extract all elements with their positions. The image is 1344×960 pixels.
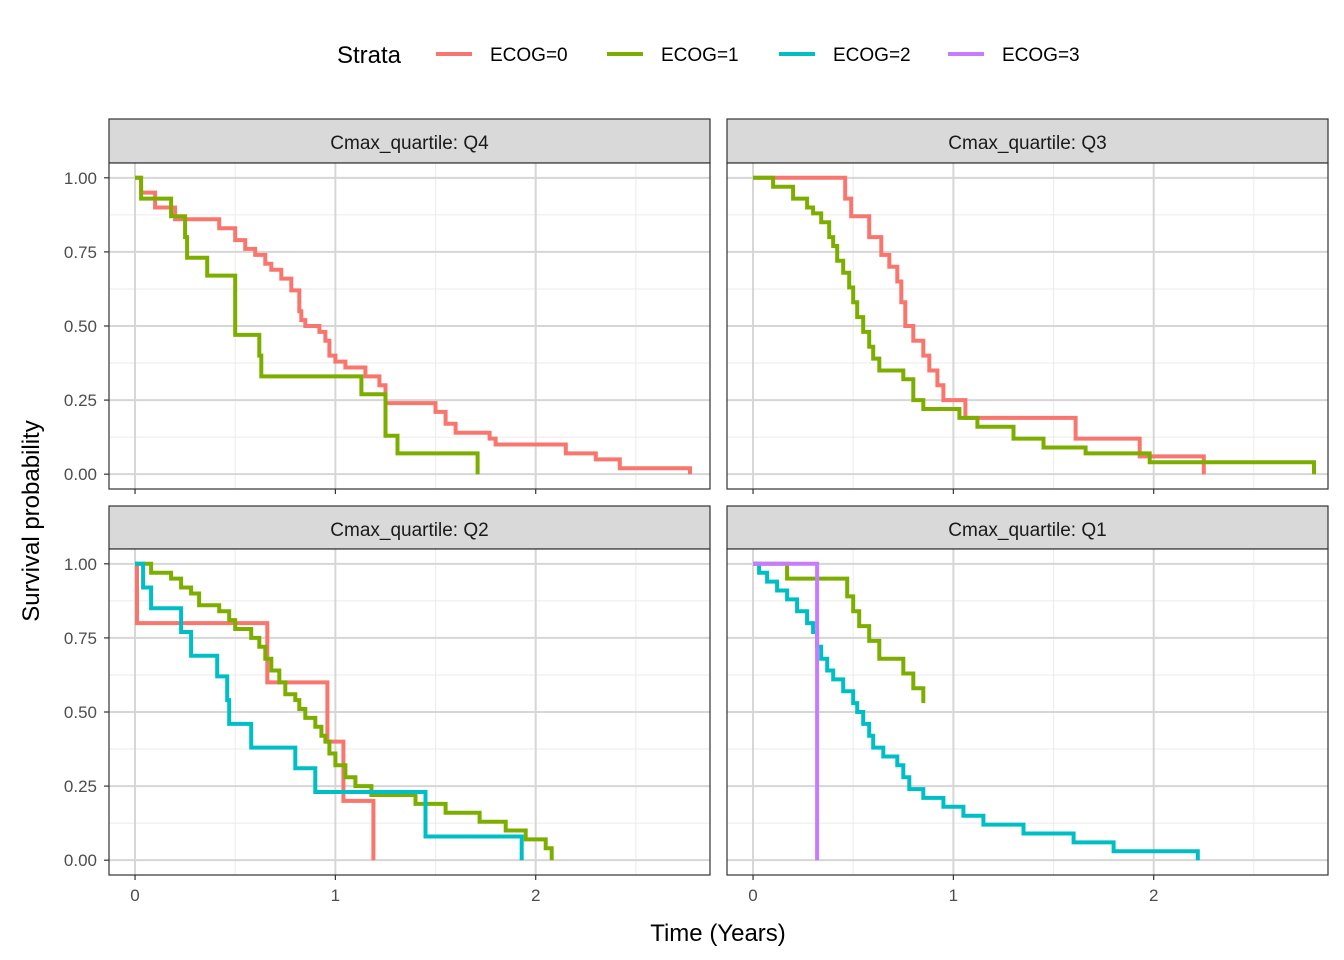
x-tick-label: 2 bbox=[531, 886, 540, 905]
y-tick-label: 0.25 bbox=[64, 391, 97, 410]
y-tick-label: 0.00 bbox=[64, 851, 97, 870]
facet-label: Cmax_quartile: Q3 bbox=[948, 133, 1106, 154]
x-tick-label: 0 bbox=[130, 886, 139, 905]
legend-label-ecog-3: ECOG=3 bbox=[1002, 45, 1080, 66]
legend-item-ecog-1: ECOG=1 bbox=[607, 45, 739, 66]
facet-strip bbox=[726, 118, 1329, 164]
y-tick-label: 0.00 bbox=[64, 465, 97, 484]
facet-strip bbox=[726, 505, 1329, 550]
gridlines bbox=[109, 163, 710, 489]
series-line-ecog-1 bbox=[135, 175, 480, 475]
legend-item-ecog-3: ECOG=3 bbox=[948, 45, 1080, 66]
facet-strip bbox=[108, 118, 711, 164]
series-group bbox=[753, 175, 1316, 475]
legend-label-ecog-2: ECOG=2 bbox=[833, 45, 911, 66]
panel-cmax-quartile-q2: Cmax_quartile: Q2 0.00 0.25 0.50 0.75 1.00 0 1 2 bbox=[64, 505, 711, 905]
series-line-ecog-0 bbox=[135, 175, 692, 475]
series-line-ecog-1 bbox=[753, 561, 926, 704]
facet-strip bbox=[108, 505, 711, 550]
legend-item-ecog-2: ECOG=2 bbox=[779, 45, 911, 66]
y-tick-label: 0.75 bbox=[64, 243, 97, 262]
legend-label-ecog-1: ECOG=1 bbox=[661, 45, 739, 66]
gridlines bbox=[109, 549, 710, 875]
x-tick-label: 2 bbox=[1149, 886, 1158, 905]
gridlines bbox=[727, 549, 1328, 875]
series-group bbox=[135, 561, 554, 861]
legend-item-ecog-0: ECOG=0 bbox=[436, 45, 568, 66]
y-tick-label: 1.00 bbox=[64, 555, 97, 574]
x-tick-label: 1 bbox=[949, 886, 958, 905]
series-group bbox=[135, 175, 692, 475]
y-tick-label: 1.00 bbox=[64, 169, 97, 188]
y-tick-label: 0.50 bbox=[64, 317, 97, 336]
y-tick-label: 0.25 bbox=[64, 777, 97, 796]
facet-label: Cmax_quartile: Q4 bbox=[330, 133, 489, 154]
x-axis-label: Time (Years) bbox=[650, 920, 786, 947]
series-line-ecog-2 bbox=[135, 561, 524, 861]
series-line-ecog-2 bbox=[753, 561, 1200, 861]
series-line-ecog-3 bbox=[753, 561, 820, 861]
panels: Cmax_quartile: Q40.000.250.500.751.00Cma… bbox=[64, 118, 1329, 905]
series-line-ecog-0 bbox=[135, 561, 376, 861]
x-tick-label: 1 bbox=[331, 886, 340, 905]
series-line-ecog-0 bbox=[753, 175, 1206, 475]
x-tick-label: 0 bbox=[748, 886, 757, 905]
legend: ECOG=0 ECOG=1 ECOG=2 ECOG=3 bbox=[436, 45, 1080, 66]
panel-border bbox=[726, 548, 1329, 876]
panel-cmax-quartile-q1: Cmax_quartile: Q1 0 1 2 bbox=[726, 505, 1329, 905]
series-line-ecog-1 bbox=[135, 561, 554, 861]
y-axis-label: Survival probability bbox=[18, 420, 45, 621]
facet-label: Cmax_quartile: Q2 bbox=[330, 520, 488, 541]
y-tick-label: 0.50 bbox=[64, 703, 97, 722]
panel-cmax-quartile-q4: Cmax_quartile: Q4 0.00 0.25 0.50 0.75 1.00 bbox=[64, 118, 711, 494]
legend-title: Strata bbox=[337, 42, 402, 69]
facet-label: Cmax_quartile: Q1 bbox=[948, 520, 1106, 541]
legend-label-ecog-0: ECOG=0 bbox=[490, 45, 568, 66]
panel-border bbox=[726, 162, 1329, 490]
series-group bbox=[753, 561, 1200, 861]
series-line-ecog-1 bbox=[753, 175, 1316, 475]
panel-cmax-quartile-q3: Cmax_quartile: Q3 bbox=[726, 118, 1329, 494]
y-tick-label: 0.75 bbox=[64, 629, 97, 648]
